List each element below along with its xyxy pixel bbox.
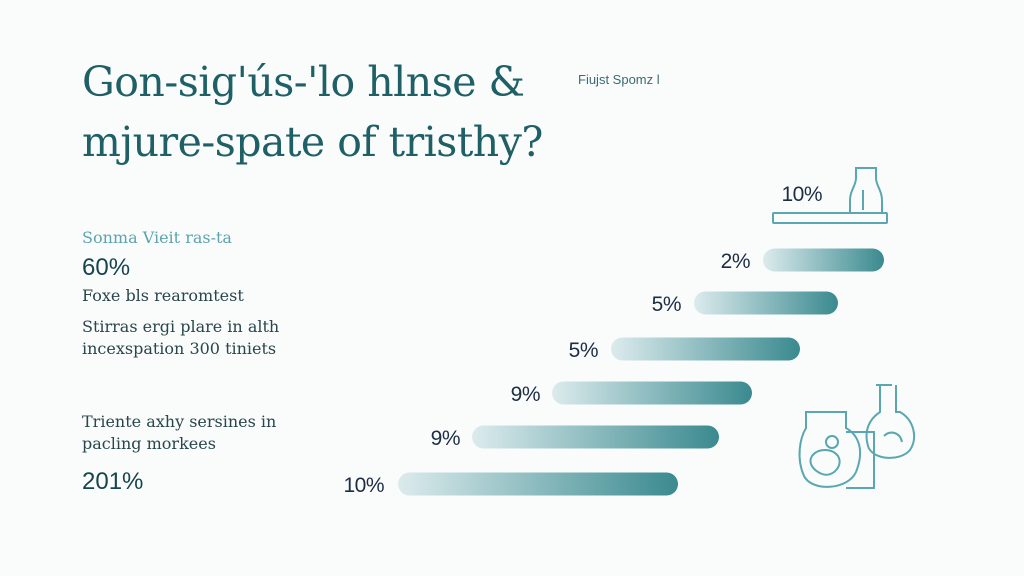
source-note: Fiujst Spomz l — [578, 72, 660, 87]
stat-description-2-line-1: Stirras ergi plare in alth — [82, 317, 280, 336]
chart-title: Gon-sig'ús-'lo hlnse & mjure-spate of tr… — [82, 52, 543, 172]
bar-6 — [472, 425, 719, 449]
stat-description-3-line-2: pacling morkees — [82, 434, 216, 453]
title-line-2: mjure-spate of tristhy? — [82, 118, 543, 166]
beaker-bottle-icon — [772, 167, 888, 224]
bar-5 — [552, 381, 752, 405]
bar-label-2: 2% — [721, 250, 750, 273]
bar-label-5: 9% — [511, 383, 540, 406]
bar-label-3: 5% — [652, 293, 681, 316]
bar-label-4: 5% — [569, 339, 598, 362]
stat-caption: Sonma Vieit ras-ta — [82, 228, 232, 247]
bar-4 — [611, 337, 800, 361]
stat-description-2-line-2: incexspation 300 tiniets — [82, 339, 277, 358]
bar-7 — [398, 472, 678, 496]
stat-description-3-line-1: Triente ахhy sersines in — [82, 412, 277, 431]
title-line-1: Gon-sig'ús-'lo hlnse & — [82, 58, 525, 106]
bar-label-1: 10% — [781, 183, 822, 206]
bar-label-6: 9% — [431, 427, 460, 450]
bar-3 — [694, 291, 838, 315]
bar-label-7: 10% — [343, 474, 384, 497]
stat-value-primary: 60% — [82, 254, 131, 281]
stat-description-1: Foxe bls rearomtest — [82, 286, 244, 305]
bar-2 — [763, 248, 884, 272]
lab-flasks-icon — [798, 384, 916, 489]
stat-value-secondary: 201% — [82, 468, 144, 495]
